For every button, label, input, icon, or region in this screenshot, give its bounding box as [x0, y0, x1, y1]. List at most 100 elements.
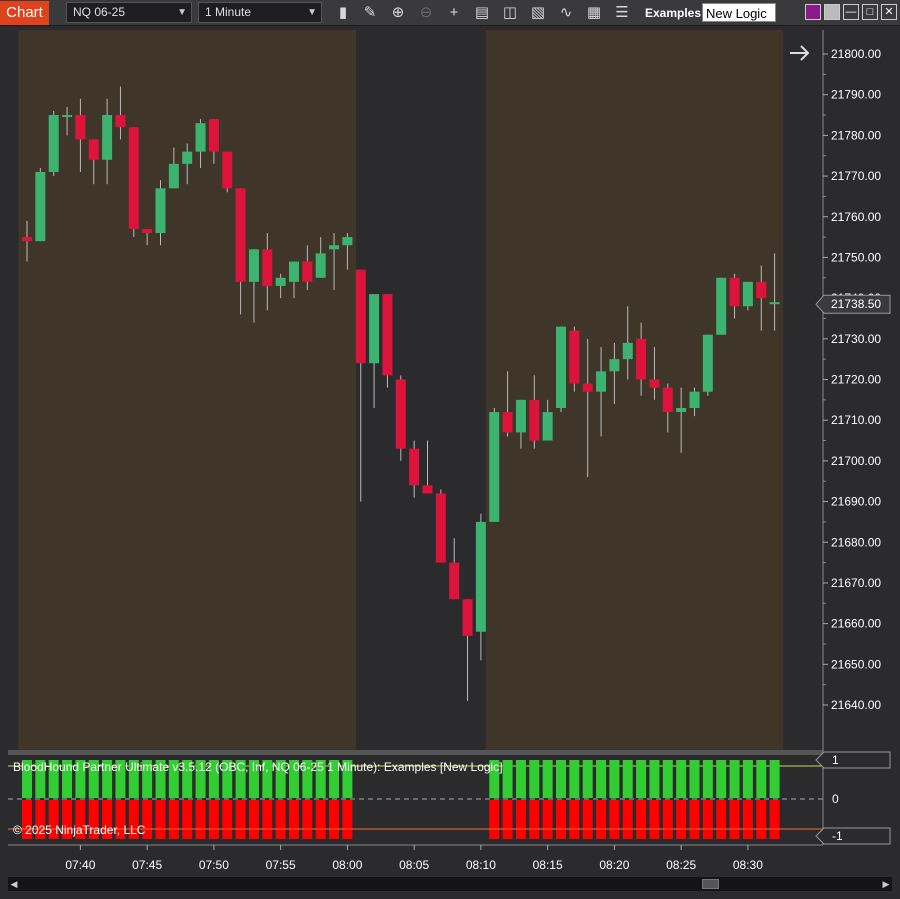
candle	[88, 139, 99, 185]
candle-body	[489, 412, 500, 522]
data-box-icon[interactable]: ▤	[474, 4, 490, 21]
candle-body	[115, 115, 126, 128]
candle	[48, 110, 59, 177]
horizontal-scrollbar[interactable]: ◀ ▶	[8, 877, 892, 891]
candle	[582, 338, 593, 478]
signal-bar-down	[582, 800, 593, 839]
candle	[662, 383, 673, 433]
maximize-icon[interactable]: □	[862, 4, 878, 20]
candle	[716, 277, 727, 335]
y-tick-label: 21760.00	[831, 210, 881, 224]
signal-bar-down	[596, 800, 607, 839]
signal-bar-down	[769, 800, 780, 839]
template-selector[interactable]: New Logic	[702, 3, 776, 22]
signal-bar-up	[315, 760, 326, 798]
candle-body	[88, 139, 99, 160]
scroll-left-icon[interactable]: ◀	[10, 879, 18, 889]
candle-body	[569, 330, 580, 384]
arrow-right-icon[interactable]	[790, 45, 810, 61]
zoom-out-icon[interactable]: ⊖	[419, 4, 433, 21]
signal-bar-down	[155, 800, 166, 839]
interval-selector[interactable]: 1 Minute ▼	[198, 2, 322, 23]
minimize-icon[interactable]: —	[843, 4, 859, 20]
candle-body	[395, 379, 406, 449]
y-tick-label: 21710.00	[831, 413, 881, 427]
candle	[596, 346, 607, 437]
signal-bar-down	[489, 800, 500, 839]
candle-body	[729, 277, 740, 307]
zoom-in-icon[interactable]: ⊕	[391, 4, 405, 21]
chart-tab-label[interactable]: Chart	[0, 1, 49, 25]
signal-bar-down	[716, 800, 727, 839]
signal-bar-up	[75, 760, 86, 798]
signal-bar-down	[729, 800, 740, 839]
list-icon[interactable]: ☰	[615, 4, 629, 21]
signal-bar-down	[662, 800, 673, 839]
instrument-selector[interactable]: NQ 06-25 ▼	[66, 2, 192, 23]
properties-icon[interactable]: ▦	[586, 4, 602, 21]
signal-bar-down	[222, 800, 233, 839]
signal-bar-up	[676, 760, 687, 798]
signal-bar-up	[208, 760, 219, 798]
signal-bar-down	[142, 800, 153, 839]
signal-bar-down	[502, 800, 513, 839]
last-price-label: 21738.50	[831, 297, 881, 311]
pencil-icon[interactable]: ✎	[363, 4, 377, 21]
session-shade-2	[485, 30, 784, 750]
color-swatch-gray[interactable]	[824, 4, 840, 20]
scroll-right-icon[interactable]: ▶	[882, 879, 890, 889]
candle-body	[302, 261, 313, 282]
candle	[275, 273, 286, 299]
candle	[128, 127, 139, 238]
candle-body	[542, 412, 553, 441]
signal-bar-down	[529, 800, 540, 839]
signal-bar-up	[515, 760, 526, 798]
chevron-down-icon: ▼	[177, 7, 187, 18]
candle-body	[636, 338, 647, 380]
y-tick-label: 21660.00	[831, 617, 881, 631]
scrollbar-thumb[interactable]	[702, 879, 719, 889]
signal-bar-up	[35, 760, 46, 798]
crosshair-icon[interactable]: +	[449, 4, 459, 21]
candle	[155, 180, 166, 246]
close-icon[interactable]: ✕	[881, 4, 897, 20]
candle-body	[102, 115, 113, 160]
signal-bar-down	[262, 800, 273, 839]
candle-body	[289, 261, 299, 282]
signal-bar-up	[729, 760, 740, 798]
candle-body	[662, 387, 673, 413]
signal-bar-up	[22, 760, 32, 798]
signal-bar-down	[689, 800, 700, 839]
strategies-icon[interactable]: ▧	[530, 4, 546, 21]
session-shade-0	[18, 30, 357, 750]
indicators-icon[interactable]: ◫	[502, 4, 518, 21]
signal-bar-up	[622, 760, 633, 798]
signal-bar-up	[182, 760, 193, 798]
candle	[289, 261, 299, 299]
candle-body	[475, 521, 486, 632]
signal-bar-down	[636, 800, 647, 839]
candle-body	[48, 115, 59, 172]
bar-type-icon[interactable]: ▮	[338, 4, 348, 21]
y-tick-label: 21730.00	[831, 332, 881, 346]
candle-body	[355, 269, 366, 364]
color-swatch-purple[interactable]	[805, 4, 821, 20]
drawing-tools-icon[interactable]: ∿	[559, 4, 573, 21]
signal-bar-up	[542, 760, 553, 798]
candle	[542, 399, 553, 441]
candle-body	[769, 302, 780, 305]
candle	[22, 220, 32, 262]
candle	[689, 387, 700, 417]
candle-body	[515, 399, 526, 433]
candle-body	[168, 163, 179, 189]
candle	[462, 599, 473, 701]
candle-body	[128, 127, 139, 229]
signal-bar-up	[662, 760, 673, 798]
candle-body	[529, 399, 540, 441]
instrument-value: NQ 06-25	[73, 5, 126, 19]
copyright-text: © 2025 NinjaTrader, LLC	[13, 823, 146, 837]
candle	[769, 253, 780, 331]
panel-splitter[interactable]	[8, 750, 823, 755]
chevron-down-icon: ▼	[307, 7, 317, 18]
